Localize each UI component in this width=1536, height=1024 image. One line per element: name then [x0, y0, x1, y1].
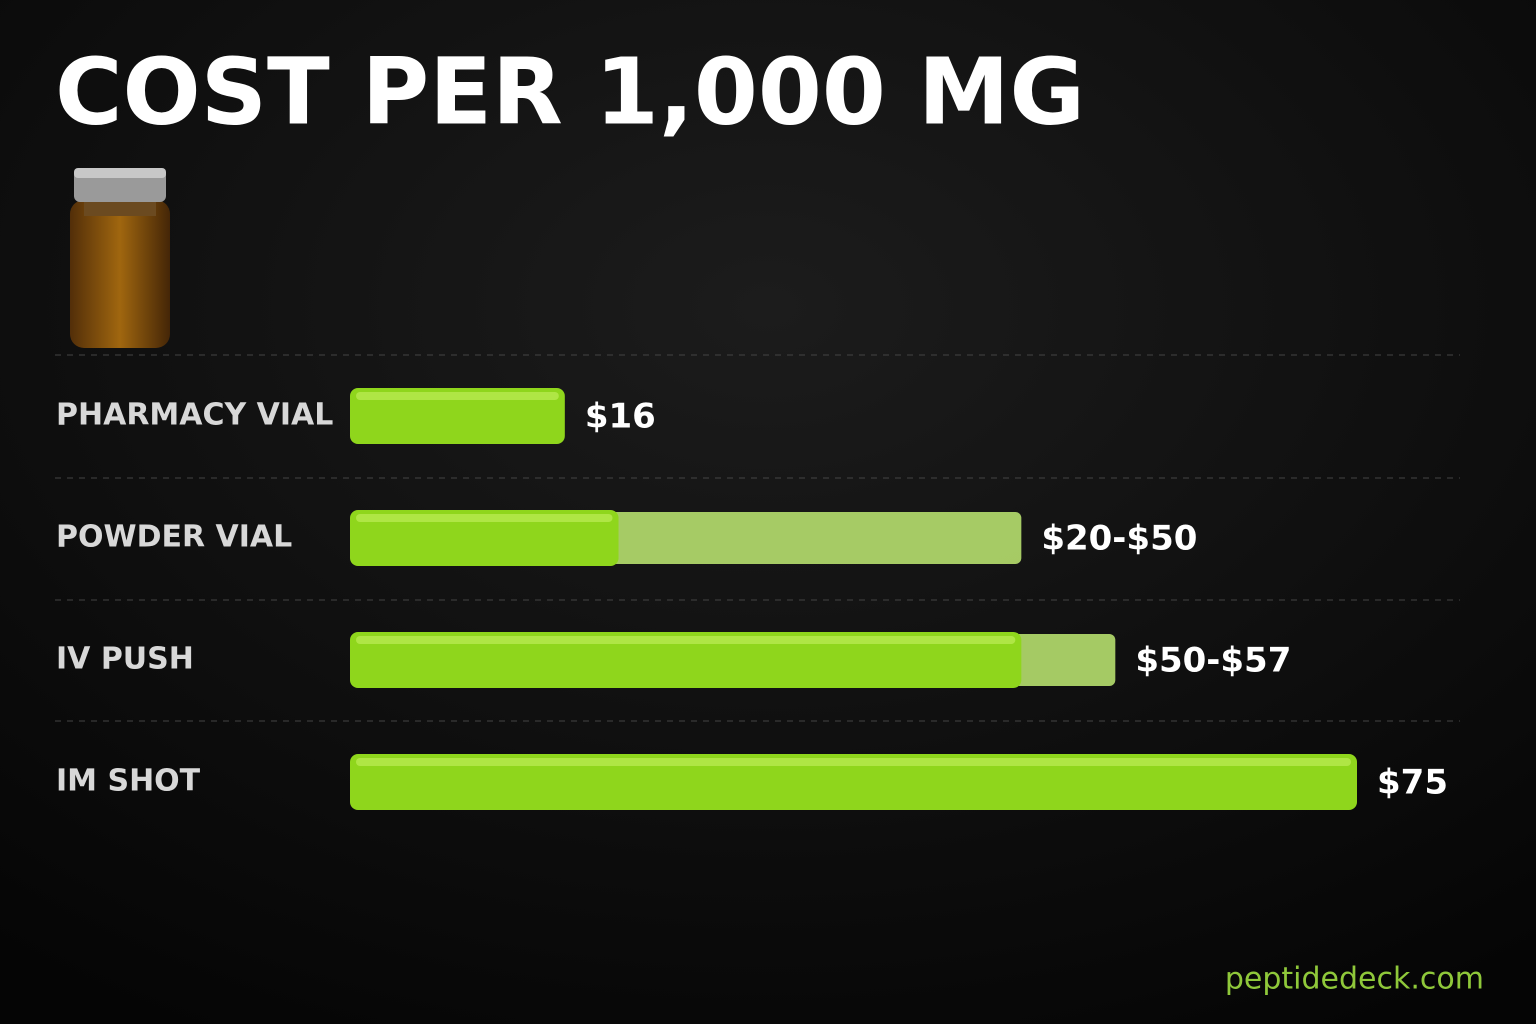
bar: [350, 632, 1022, 688]
footer: peptidedeck.com: [1225, 962, 1484, 997]
bar: [350, 754, 1357, 810]
value-label: $75: [1377, 763, 1448, 803]
category-label: POWDER VIAL: [56, 520, 292, 555]
value-label: $16: [585, 397, 656, 437]
bar: [350, 388, 565, 444]
category-label: IV PUSH: [56, 642, 194, 677]
value-label: $50-$57: [1135, 641, 1291, 681]
value-label: $20-$50: [1041, 519, 1197, 559]
bar-highlight: [356, 392, 559, 400]
range-segment: [1013, 634, 1116, 686]
bar-highlight: [356, 758, 1351, 766]
bar-highlight: [356, 636, 1016, 644]
range-segment: [610, 512, 1022, 564]
category-label: PHARMACY VIAL: [56, 398, 333, 433]
vial-icon: [70, 168, 170, 348]
bar-highlight: [356, 514, 613, 522]
category-label: IM SHOT: [56, 764, 201, 799]
bar: [350, 510, 619, 566]
chart-title: COST PER 1,000 MG: [55, 38, 1085, 145]
